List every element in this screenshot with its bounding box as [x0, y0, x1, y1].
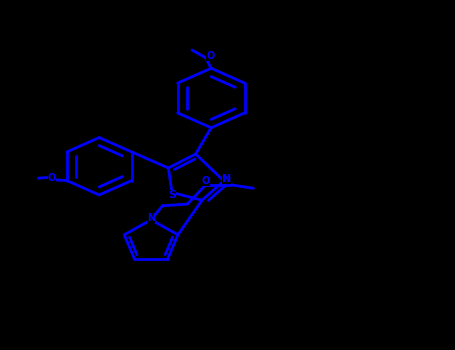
- Text: O: O: [48, 173, 56, 183]
- Text: N: N: [222, 174, 231, 184]
- Text: S: S: [168, 190, 176, 200]
- Text: O: O: [202, 176, 210, 186]
- Text: N: N: [147, 213, 155, 223]
- Text: O: O: [206, 51, 214, 61]
